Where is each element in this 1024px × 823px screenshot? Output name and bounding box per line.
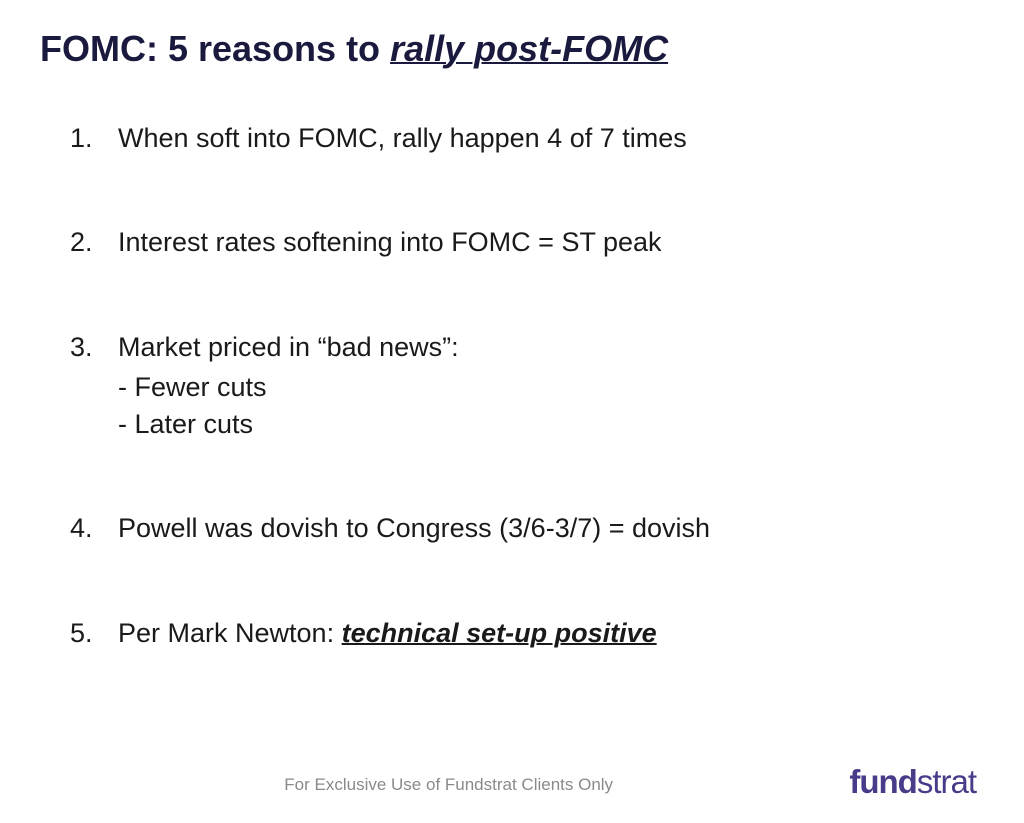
list-content: Market priced in “bad news”: - Fewer cut… [118,329,984,442]
list-item: 5. Per Mark Newton: technical set-up pos… [70,615,984,651]
title-emphasis: rally post-FOMC [390,28,668,69]
title-prefix: FOMC: 5 reasons to [40,28,390,69]
item-text: When soft into FOMC, rally happen 4 of 7… [118,123,687,153]
list-number: 3. [70,329,118,442]
logo-light-part: strat [917,763,976,800]
item-text: Market priced in “bad news”: [118,332,459,362]
subitem: - Fewer cuts [118,369,984,405]
list-content: Powell was dovish to Congress (3/6-3/7) … [118,510,984,546]
list-item: 4. Powell was dovish to Congress (3/6-3/… [70,510,984,546]
item-text: Interest rates softening into FOMC = ST … [118,227,662,257]
fundstrat-logo: fundstrat [849,763,976,801]
list-content: Per Mark Newton: technical set-up positi… [118,615,984,651]
item-emphasis: technical set-up positive [342,618,657,648]
list-item: 2. Interest rates softening into FOMC = … [70,224,984,260]
list-number: 2. [70,224,118,260]
reasons-list: 1. When soft into FOMC, rally happen 4 o… [40,120,984,651]
slide-title: FOMC: 5 reasons to rally post-FOMC [40,28,984,70]
list-number: 5. [70,615,118,651]
list-content: Interest rates softening into FOMC = ST … [118,224,984,260]
item-prefix: Per Mark Newton: [118,618,342,648]
item-text: Powell was dovish to Congress (3/6-3/7) … [118,513,710,543]
list-number: 4. [70,510,118,546]
logo-bold-part: fund [849,763,916,800]
subitem: - Later cuts [118,406,984,442]
sublist: - Fewer cuts - Later cuts [118,369,984,442]
list-item: 3. Market priced in “bad news”: - Fewer … [70,329,984,442]
list-content: When soft into FOMC, rally happen 4 of 7… [118,120,984,156]
list-number: 1. [70,120,118,156]
footer: For Exclusive Use of Fundstrat Clients O… [0,763,1024,801]
list-item: 1. When soft into FOMC, rally happen 4 o… [70,120,984,156]
disclaimer-text: For Exclusive Use of Fundstrat Clients O… [48,775,849,801]
